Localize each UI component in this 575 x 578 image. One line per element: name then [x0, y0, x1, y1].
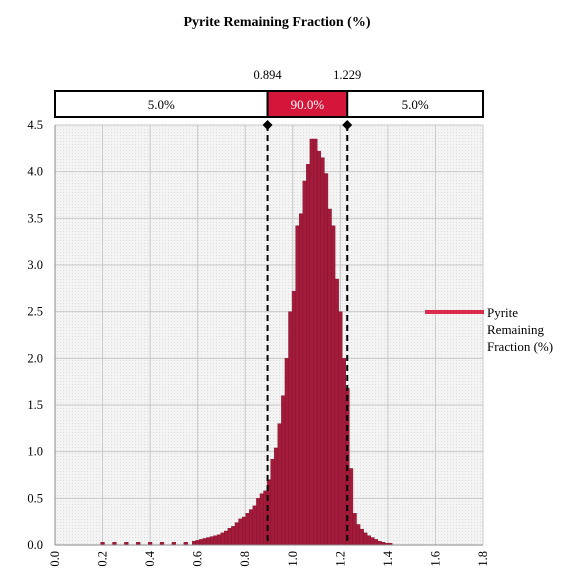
histogram-bar: [284, 358, 289, 546]
histogram-bar: [213, 535, 218, 546]
histogram-bar: [199, 539, 204, 546]
y-tick-label: 2.5: [27, 305, 43, 319]
histogram-bar: [359, 528, 364, 546]
histogram-bar: [206, 537, 211, 546]
histogram-bar: [366, 535, 371, 546]
histogram-bar: [231, 526, 236, 546]
histogram-bar: [259, 493, 264, 546]
plot-area: [55, 125, 483, 545]
histogram-bar: [331, 225, 336, 546]
x-tick-label: 1.8: [476, 551, 490, 567]
histogram-bar: [309, 138, 314, 546]
histogram-bar: [202, 538, 207, 546]
histogram-bar: [352, 513, 357, 546]
legend-label: Pyrite Remaining Fraction (%): [487, 305, 553, 354]
legend-label-line: Pyrite: [487, 305, 518, 320]
percentile-band: 5.0% 90.0% 5.0%: [54, 90, 484, 118]
y-tick-label: 4.0: [27, 165, 43, 179]
x-tick-label: 1.4: [381, 550, 395, 566]
histogram-bar: [270, 458, 275, 546]
histogram-bar: [377, 541, 382, 546]
histogram-bar: [227, 528, 232, 546]
histogram-bar: [334, 278, 339, 546]
marker-value-label: 0.894: [254, 68, 283, 82]
x-tick-label: 0.8: [238, 551, 252, 567]
y-tick-label: 0.0: [27, 538, 43, 552]
y-tick-label: 1.0: [27, 445, 43, 459]
histogram-bar: [191, 541, 197, 546]
y-tick-label: 3.5: [27, 211, 43, 225]
histogram-bar: [245, 513, 250, 546]
histogram-bar: [338, 311, 343, 546]
histogram-bar: [370, 537, 375, 546]
x-tick-label: 0.4: [143, 550, 157, 566]
histogram-bar: [356, 524, 361, 546]
histogram-bar: [220, 532, 225, 546]
histogram-bar: [363, 532, 368, 546]
axes: 0.0 0.5 1.0 1.5 2.0 2.5 3.0 3.5 4.0 4.5 0.0 0.2 0.4 0…: [27, 118, 490, 567]
histogram-bar: [238, 518, 243, 546]
percentile-band-label: 90.0%: [291, 97, 325, 112]
histogram-bar: [323, 173, 329, 546]
x-tick-label: 1.0: [286, 551, 300, 567]
legend: Pyrite Remaining Fraction (%): [425, 305, 553, 354]
percentile-band-label: 5.0%: [402, 97, 429, 112]
y-tick-label: 0.5: [27, 491, 43, 505]
histogram-bar: [327, 208, 332, 546]
histogram-bar: [348, 468, 354, 546]
y-tick-label: 1.5: [27, 398, 43, 412]
marker-diamond: [262, 120, 273, 130]
histogram-bar: [313, 138, 318, 546]
histogram-bar: [277, 423, 282, 546]
chart-title: Pyrite Remaining Fraction (%): [183, 15, 370, 30]
y-tick-label: 4.5: [27, 118, 43, 132]
percentile-markers: 0.894 1.229: [254, 68, 361, 545]
y-tick-label: 2.0: [27, 351, 43, 365]
x-tick-label: 1.6: [428, 551, 442, 567]
legend-label-line: Remaining: [487, 322, 545, 337]
percentile-band-label: 5.0%: [148, 97, 175, 112]
histogram-bar: [252, 505, 257, 546]
x-tick-label: 0.6: [191, 551, 205, 567]
histogram-bar: [249, 509, 254, 546]
histogram-bar: [209, 536, 215, 546]
x-tick-label: 0.2: [96, 551, 110, 567]
histogram-bar: [295, 225, 300, 546]
histogram-bar: [302, 180, 307, 546]
histogram-bar: [234, 522, 240, 546]
x-tick-label: 0.0: [48, 551, 62, 567]
histogram-bar: [316, 150, 322, 546]
percentile-band-segment: [346, 90, 484, 118]
marker-value-label: 1.229: [333, 68, 361, 82]
x-tick-label: 1.2: [333, 551, 347, 567]
histogram-bar: [281, 395, 286, 546]
histogram-bar: [241, 516, 247, 546]
histogram-bar: [195, 540, 200, 546]
histogram-bar: [288, 311, 293, 546]
histogram-bar: [256, 498, 261, 546]
histogram-bar: [216, 534, 222, 546]
histogram-bar: [274, 447, 279, 546]
histogram-bar: [373, 539, 379, 546]
histogram-bar: [291, 290, 297, 546]
y-tick-label: 3.0: [27, 258, 43, 272]
histogram-bar: [224, 530, 229, 546]
histogram-bar: [341, 358, 347, 546]
histogram-bar: [320, 157, 325, 546]
marker-diamond: [342, 120, 353, 130]
histogram-bar: [306, 163, 311, 546]
histogram-bar: [298, 213, 304, 546]
legend-label-line: Fraction (%): [487, 339, 553, 354]
